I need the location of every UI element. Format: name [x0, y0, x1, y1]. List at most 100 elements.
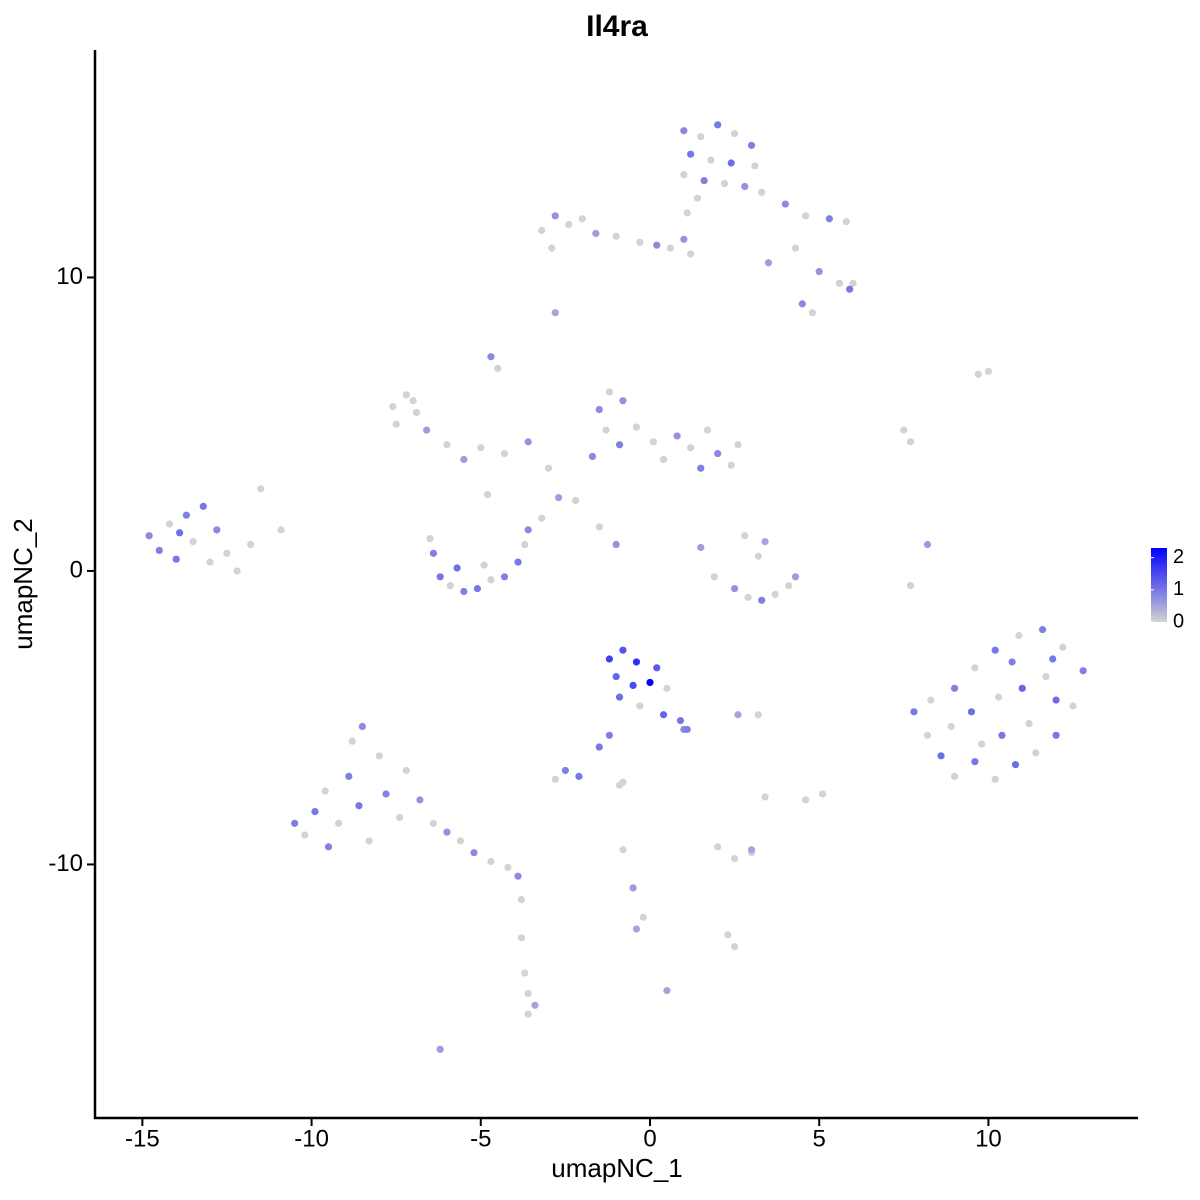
cell-point [808, 309, 817, 317]
cell-point [460, 587, 468, 596]
x-tick-label: -10 [294, 1125, 329, 1152]
cell-point [842, 218, 850, 226]
cell-point [321, 787, 329, 795]
cell-point [697, 464, 705, 472]
cell-point [521, 969, 529, 977]
cell-point [504, 863, 512, 871]
cell-point [443, 441, 451, 449]
cell-point [247, 540, 255, 549]
cell-point [365, 837, 373, 845]
cell-point [1032, 749, 1040, 757]
cell-point [619, 397, 627, 405]
cell-point [524, 526, 532, 534]
cell-point [741, 182, 749, 191]
cell-point [906, 582, 915, 590]
cell-point [412, 408, 421, 417]
cell-point [714, 121, 722, 129]
colorbar-tick-label: 2 [1173, 546, 1184, 568]
cell-point [636, 238, 644, 246]
cell-point [514, 558, 522, 566]
cell-point [1069, 702, 1077, 710]
cell-point [619, 846, 627, 854]
cell-point [978, 740, 986, 748]
chart-title: Il4ra [586, 10, 648, 43]
cell-point [483, 491, 492, 499]
cell-point [1011, 761, 1020, 769]
cell-point [402, 766, 410, 775]
cell-point [1038, 626, 1047, 634]
cell-point [818, 790, 827, 798]
cell-point [697, 132, 705, 141]
cell-point [551, 309, 559, 317]
cell-point [615, 441, 624, 449]
cell-point [165, 520, 174, 528]
cell-point [971, 664, 979, 672]
cell-point [710, 573, 718, 581]
cell-point [578, 215, 586, 223]
cell-point [636, 702, 644, 710]
cell-point [683, 209, 691, 217]
cell-point [629, 681, 637, 689]
cell-point [189, 537, 197, 546]
cell-point [632, 423, 641, 431]
cell-point [846, 285, 854, 293]
y-tick-label: 0 [70, 556, 83, 583]
cell-point [291, 819, 299, 827]
cell-point [460, 455, 468, 464]
cell-point [612, 672, 620, 681]
cell-point [473, 584, 482, 593]
x-axis-label: umapNC_1 [551, 1153, 683, 1183]
cell-point [477, 444, 485, 452]
cell-point [429, 549, 438, 557]
cell-point [761, 537, 769, 546]
cell-point [629, 884, 637, 892]
cell-point [991, 775, 999, 783]
cell-point [551, 212, 559, 220]
cell-point [182, 511, 190, 519]
cell-point [436, 573, 444, 581]
cell-point [561, 766, 569, 775]
cell-point [971, 758, 979, 766]
cell-point [835, 279, 844, 287]
cell-point [707, 156, 715, 164]
cell-point [663, 987, 671, 995]
cell-point [517, 896, 526, 904]
cell-point [747, 141, 756, 149]
cell-point [764, 259, 773, 267]
x-tick-label: -5 [470, 1125, 491, 1152]
cell-point [524, 438, 532, 446]
cell-point [538, 514, 546, 522]
cell-point [375, 752, 383, 760]
cell-point [727, 461, 735, 469]
cell-point [687, 150, 695, 158]
cell-point [734, 711, 742, 719]
cell-point [500, 573, 509, 581]
cell-point [994, 693, 1003, 701]
cell-point [639, 913, 647, 921]
cell-point [213, 526, 221, 534]
cell-point [937, 752, 945, 760]
cell-point [524, 989, 532, 998]
cell-point [734, 441, 742, 449]
cell-point [697, 543, 705, 552]
cell-point [233, 567, 241, 575]
cell-point [967, 708, 976, 716]
cell-point [555, 493, 563, 502]
cell-point [923, 540, 932, 549]
cell-point [1049, 655, 1057, 663]
cell-point [571, 496, 580, 505]
cell-point [409, 397, 417, 405]
cell-point [456, 837, 465, 845]
cell-point [751, 162, 759, 170]
cell-point [632, 925, 641, 933]
cell-point [758, 596, 766, 604]
cell-point [923, 731, 932, 739]
cell-point [382, 790, 390, 798]
cell-point [311, 807, 319, 816]
cell-point [673, 432, 681, 440]
cell-point [676, 717, 685, 725]
cell-point [680, 127, 688, 135]
y-tick-label: -10 [48, 850, 83, 877]
